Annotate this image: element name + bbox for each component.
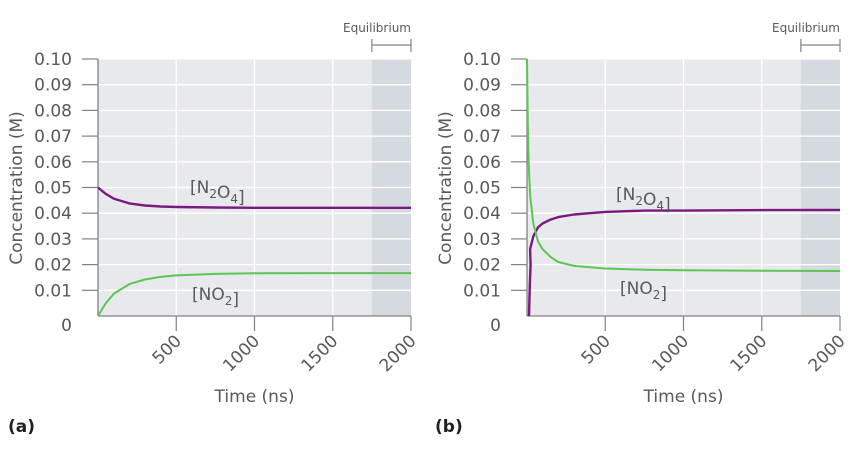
y-tick-label: 0.06 xyxy=(463,153,501,173)
series-label-n2o4: [N2O4] xyxy=(190,178,245,208)
y-tick-label: 0.02 xyxy=(463,256,501,276)
series-line-no2 xyxy=(97,272,411,317)
y-tick-label: 0.01 xyxy=(34,281,72,301)
y-axis-title: Concentration (M) xyxy=(436,111,456,265)
series-label-no2: [NO2] xyxy=(192,285,239,310)
x-tick-label: 1500 xyxy=(727,331,772,376)
x-tick-label: 500 xyxy=(578,331,615,368)
y-tick-label: 0.05 xyxy=(34,179,72,199)
panel-label: (b) xyxy=(435,417,463,437)
series-line-n2o4 xyxy=(97,186,411,210)
y-tick-label: 0.04 xyxy=(34,204,72,224)
y-tick-label: 0.08 xyxy=(34,101,72,121)
y-tick-label: 0.09 xyxy=(463,76,501,96)
x-tick-label: 500 xyxy=(149,331,186,368)
y-tick-label: 0.07 xyxy=(34,127,72,147)
equilibrium-label: Equilibrium xyxy=(772,21,840,35)
y-tick-label: 0.10 xyxy=(463,50,501,70)
series-line-no2 xyxy=(526,58,841,272)
series-label-no2: [NO2] xyxy=(620,279,667,304)
y-tick-label: 0.08 xyxy=(463,101,501,121)
panel-label: (a) xyxy=(8,417,35,437)
y-tick-label: 0.05 xyxy=(463,179,501,199)
y-tick-label: 0 xyxy=(61,316,72,336)
y-tick-label: 0.06 xyxy=(34,153,72,173)
chart-panel-a: 0 0.01 0.02 0.03 0.04 0.05 0.06 0.07 0.08 0.09 0.1… xyxy=(7,21,421,437)
x-tick-label: 1500 xyxy=(298,331,343,376)
y-tick-label: 0.09 xyxy=(34,76,72,96)
x-tick-label: 1000 xyxy=(219,331,264,376)
x-axis-title: Time (ns) xyxy=(643,387,724,407)
y-tick-label: 0.04 xyxy=(463,204,501,224)
y-tick-label: 0.02 xyxy=(34,256,72,276)
series-label-n2o4: [N2O4] xyxy=(616,185,671,215)
y-tick-label: 0.03 xyxy=(463,230,501,250)
chart-panel-b: 0 0.01 0.02 0.03 0.04 0.05 0.06 0.07 0.08 0.09 0.1… xyxy=(435,21,850,437)
equilibrium-label: Equilibrium xyxy=(343,21,411,35)
y-tick-label: 0.03 xyxy=(34,230,72,250)
series-line-n2o4 xyxy=(527,208,841,317)
y-axis-title: Concentration (M) xyxy=(7,111,27,265)
y-tick-label: 0.01 xyxy=(463,281,501,301)
x-tick-label: 2000 xyxy=(805,331,850,376)
y-tick-label: 0.07 xyxy=(463,127,501,147)
y-tick-label: 0 xyxy=(490,316,501,336)
x-axis-title: Time (ns) xyxy=(214,387,295,407)
y-tick-label: 0.10 xyxy=(34,50,72,70)
x-tick-label: 2000 xyxy=(376,331,421,376)
x-tick-label: 1000 xyxy=(648,331,693,376)
